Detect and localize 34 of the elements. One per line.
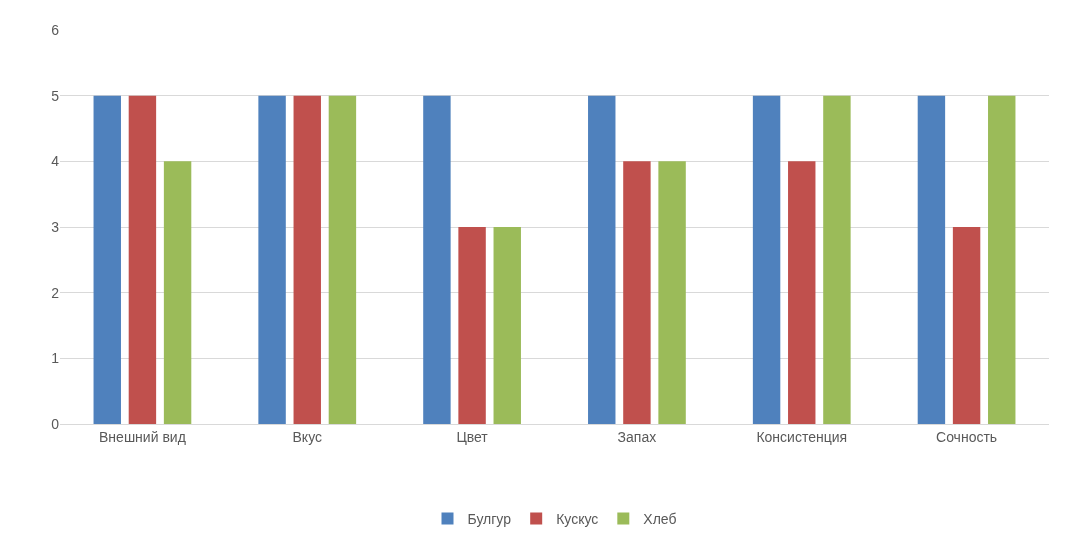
y-tick-label: 6 xyxy=(51,21,60,38)
bar xyxy=(952,227,981,424)
bar xyxy=(423,95,451,424)
bar xyxy=(293,95,321,424)
y-tick-label: 3 xyxy=(51,218,60,235)
bar xyxy=(823,95,851,424)
bar xyxy=(988,95,1016,424)
legend-label: Булгур xyxy=(467,510,512,527)
bar xyxy=(623,161,651,424)
bar xyxy=(128,95,157,424)
bar xyxy=(788,161,816,424)
bar xyxy=(458,227,486,424)
y-tick-label: 4 xyxy=(51,153,60,170)
bar xyxy=(258,95,286,424)
x-tick-label: Консистенция xyxy=(756,428,848,445)
x-tick-label: Цвет xyxy=(456,428,489,445)
bar xyxy=(752,95,781,424)
x-tick-label: Вкус xyxy=(292,428,322,445)
bar xyxy=(328,95,357,424)
y-tick-label: 2 xyxy=(51,284,60,301)
bar xyxy=(493,227,521,424)
x-tick-label: Запах xyxy=(617,428,657,445)
x-tick-label: Внешний вид xyxy=(99,428,186,445)
legend-label: Кускус xyxy=(556,510,599,527)
y-tick-label: 5 xyxy=(51,87,60,104)
legend-label: Хлеб xyxy=(643,510,677,527)
bar xyxy=(93,95,121,424)
bar xyxy=(163,161,192,424)
y-tick-label: 1 xyxy=(51,350,60,367)
bar xyxy=(658,161,686,424)
y-tick-label: 0 xyxy=(51,415,60,432)
x-tick-label: Сочность xyxy=(936,428,998,445)
bar xyxy=(588,95,616,424)
bar xyxy=(917,95,946,424)
